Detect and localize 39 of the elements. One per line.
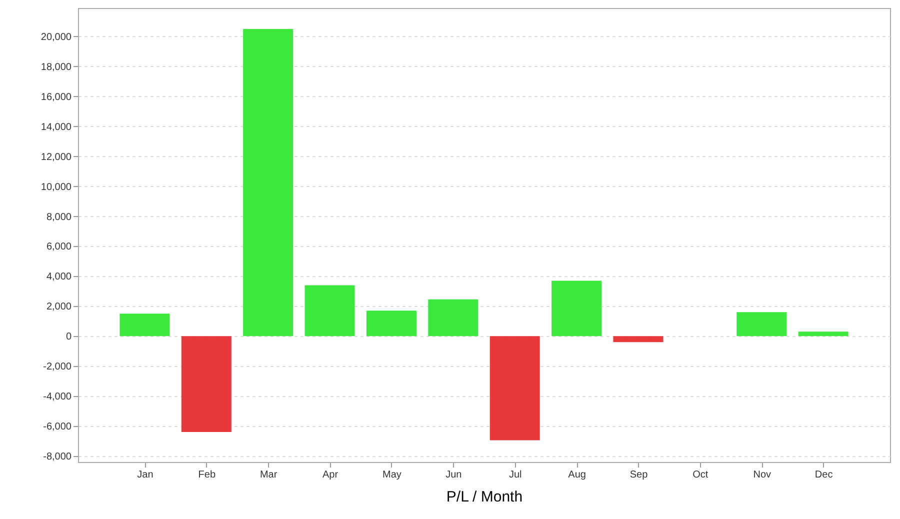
- x-tick-label: Apr: [322, 470, 339, 480]
- x-tick-label: Nov: [753, 470, 772, 480]
- bar: [613, 336, 664, 342]
- y-tick-label: 8,000: [46, 212, 72, 223]
- x-tick-label: Jan: [137, 470, 154, 480]
- y-tick-label: 16,000: [40, 92, 72, 103]
- x-tick-label: Sep: [630, 470, 648, 480]
- bar: [552, 280, 602, 336]
- bar: [181, 336, 232, 432]
- y-tick-label: 14,000: [40, 122, 72, 133]
- y-tick-label: 10,000: [40, 182, 72, 193]
- x-tick-label: Jul: [508, 470, 522, 480]
- y-tick-label: 0: [66, 332, 72, 343]
- y-tick-label: 4,000: [46, 272, 72, 283]
- x-axis-title: P/L / Month: [446, 488, 523, 506]
- x-tick-label: Oct: [692, 470, 708, 480]
- y-tick-label: -8,000: [43, 452, 72, 463]
- x-tick-label: May: [382, 470, 402, 480]
- bar: [428, 299, 478, 336]
- x-tick-label: Aug: [568, 470, 586, 480]
- y-tick-label: 12,000: [40, 152, 72, 163]
- y-tick-label: -4,000: [43, 392, 72, 403]
- y-tick-label: 18,000: [40, 62, 72, 73]
- bar: [243, 28, 294, 336]
- y-tick-label: -6,000: [43, 422, 72, 433]
- x-tick-label: Mar: [260, 470, 278, 480]
- bar: [304, 285, 355, 336]
- x-tick-label: Feb: [198, 470, 216, 480]
- y-tick-label: 2,000: [46, 302, 72, 313]
- bar: [490, 336, 540, 440]
- x-tick-label: Jun: [446, 470, 462, 480]
- y-tick-label: 6,000: [46, 242, 72, 253]
- x-tick-label: Dec: [814, 470, 833, 480]
- y-tick-label: -2,000: [43, 362, 72, 373]
- y-tick-label: 20,000: [40, 32, 72, 43]
- bar: [366, 310, 416, 336]
- bar: [120, 314, 170, 336]
- bar: [798, 332, 848, 336]
- bar: [736, 312, 787, 336]
